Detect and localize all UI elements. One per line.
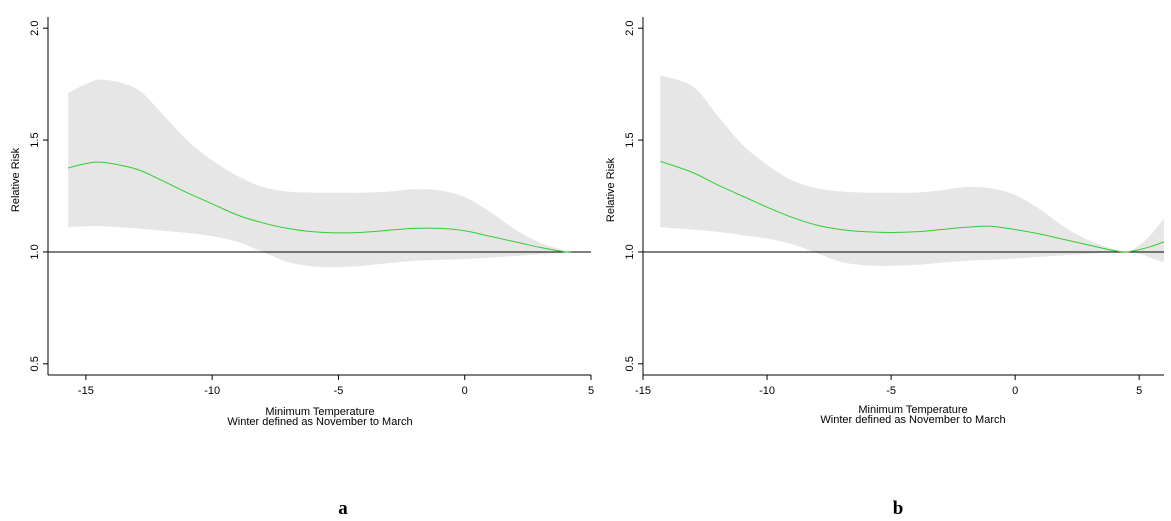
y-tick-label: 0.5 bbox=[624, 356, 636, 371]
x-tick-label: -10 bbox=[204, 385, 220, 397]
x-ticks: -15 -10 -5 0 5 bbox=[635, 375, 1142, 397]
y-tick-label: 2.0 bbox=[624, 21, 636, 36]
panel-label-a: a bbox=[338, 498, 348, 519]
x-axis-sublabel: Winter defined as November to March bbox=[227, 416, 412, 428]
x-tick-label: 5 bbox=[1136, 385, 1142, 397]
x-tick-label: -5 bbox=[334, 385, 344, 397]
confidence-band bbox=[68, 79, 571, 268]
panel-label-b: b bbox=[893, 498, 904, 519]
y-ticks: 0.5 1.0 1.5 2.0 bbox=[29, 21, 48, 371]
panel-a: -15 -10 -5 0 5 0.5 1.0 1.5 2.0 Relative Risk Mi… bbox=[10, 17, 594, 519]
y-tick-label: 1.0 bbox=[29, 244, 41, 259]
y-axis-label: Relative Risk bbox=[605, 157, 617, 222]
x-tick-label: 5 bbox=[588, 385, 594, 397]
y-tick-label: 2.0 bbox=[29, 21, 41, 36]
x-ticks: -15 -10 -5 0 5 bbox=[78, 375, 594, 397]
y-tick-label: 0.5 bbox=[29, 356, 41, 371]
x-tick-label: 0 bbox=[462, 385, 468, 397]
y-tick-label: 1.5 bbox=[29, 132, 41, 147]
y-tick-label: 1.5 bbox=[624, 132, 636, 147]
x-tick-label: 0 bbox=[1012, 385, 1018, 397]
x-tick-label: -15 bbox=[635, 385, 651, 397]
y-ticks: 0.5 1.0 1.5 2.0 bbox=[624, 21, 643, 371]
series-line bbox=[660, 160, 1165, 253]
x-axis-label: Minimum Temperature bbox=[265, 406, 374, 418]
x-tick-label: -10 bbox=[759, 385, 775, 397]
panel-b: -15 -10 -5 0 5 0.5 1.0 1.5 2.0 Relative Risk Mi… bbox=[605, 17, 1165, 519]
y-tick-label: 1.0 bbox=[624, 244, 636, 259]
series-line bbox=[68, 161, 571, 253]
x-tick-label: -15 bbox=[78, 385, 94, 397]
x-axis-label: Minimum Temperature bbox=[858, 404, 967, 416]
confidence-band bbox=[660, 75, 1164, 266]
x-tick-label: -5 bbox=[886, 385, 896, 397]
y-axis-label: Relative Risk bbox=[10, 147, 22, 212]
x-axis-sublabel: Winter defined as November to March bbox=[820, 414, 1005, 426]
